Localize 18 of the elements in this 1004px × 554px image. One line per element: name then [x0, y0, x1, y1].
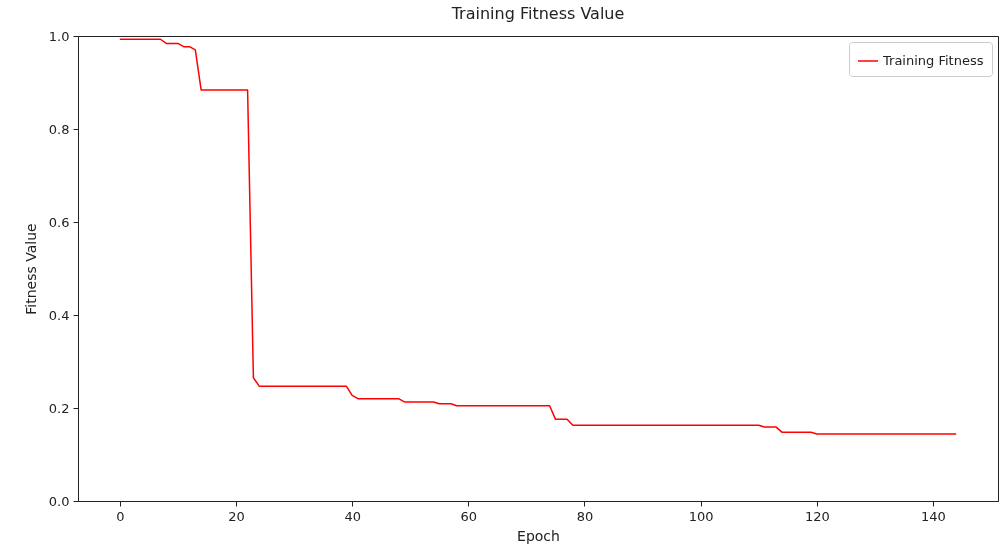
x-tick-label: 140 — [921, 508, 946, 524]
y-tick-label: 0.4 — [48, 307, 70, 323]
y-tick-label: 0.2 — [48, 400, 70, 416]
legend-label: Training Fitness — [882, 53, 984, 68]
x-axis-title: Epoch — [517, 527, 560, 544]
x-tick-label: 120 — [804, 508, 830, 524]
x-tick-label: 0 — [116, 508, 125, 524]
y-tick-label: 0.6 — [48, 214, 70, 230]
y-tick-label: 0.8 — [48, 121, 70, 137]
x-tick-label: 60 — [460, 508, 478, 524]
x-tick-label: 20 — [228, 508, 245, 524]
x-tick-label: 80 — [576, 508, 594, 524]
y-axis-title: Fitness Value — [22, 223, 39, 315]
x-tick-label: 100 — [688, 508, 714, 524]
y-tick-label: 0.0 — [48, 493, 70, 509]
chart-title: Training Fitness Value — [450, 4, 625, 23]
y-tick-label: 1.0 — [48, 28, 70, 44]
x-tick-label: 40 — [344, 508, 361, 524]
